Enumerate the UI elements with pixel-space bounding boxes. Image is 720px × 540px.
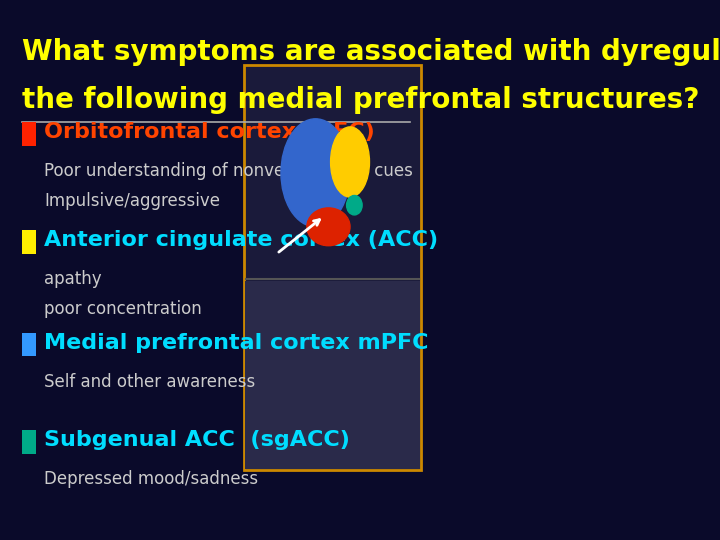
Text: What symptoms are associated with dyregulation in: What symptoms are associated with dyregu… <box>22 38 720 66</box>
Text: Self and other awareness: Self and other awareness <box>45 373 256 390</box>
FancyBboxPatch shape <box>22 430 36 454</box>
FancyBboxPatch shape <box>244 65 421 470</box>
Text: apathy: apathy <box>45 270 102 288</box>
Text: Impulsive/aggressive: Impulsive/aggressive <box>45 192 220 210</box>
Text: Depressed mood/sadness: Depressed mood/sadness <box>45 470 258 488</box>
FancyBboxPatch shape <box>245 281 420 469</box>
Text: Orbitofrontal cortex (OFC): Orbitofrontal cortex (OFC) <box>45 122 375 143</box>
Text: Subgenual ACC  (sgACC): Subgenual ACC (sgACC) <box>45 430 351 450</box>
Circle shape <box>346 195 362 215</box>
FancyBboxPatch shape <box>22 333 36 356</box>
Text: Anterior cingulate cortex (ACC): Anterior cingulate cortex (ACC) <box>45 230 438 251</box>
FancyBboxPatch shape <box>22 122 36 146</box>
Ellipse shape <box>307 208 350 246</box>
FancyBboxPatch shape <box>22 230 36 254</box>
Text: Poor understanding of nonverbal social cues: Poor understanding of nonverbal social c… <box>45 162 413 180</box>
Text: poor concentration: poor concentration <box>45 300 202 318</box>
Text: the following medial prefrontal structures?: the following medial prefrontal structur… <box>22 86 699 114</box>
Ellipse shape <box>330 127 369 197</box>
Ellipse shape <box>281 119 350 227</box>
Text: Medial prefrontal cortex mPFC: Medial prefrontal cortex mPFC <box>45 333 429 353</box>
